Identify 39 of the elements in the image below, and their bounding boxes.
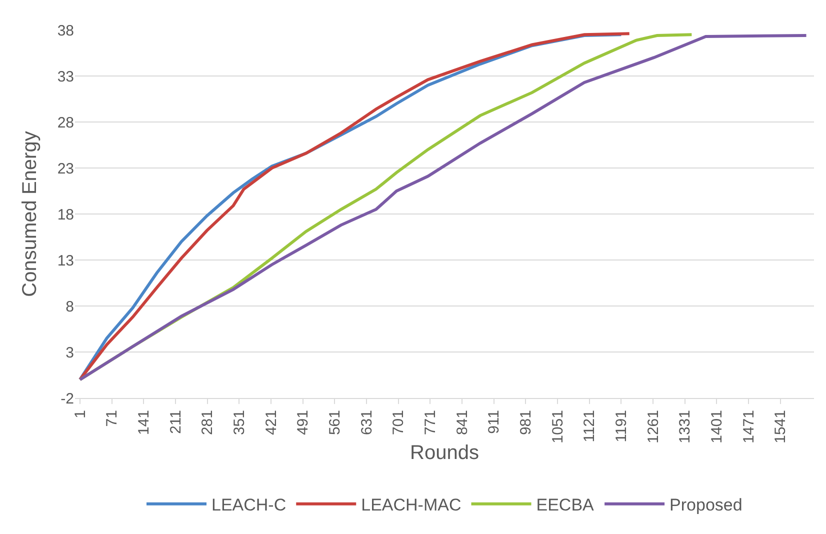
x-tick-label: 491 [294,410,312,436]
y-tick-label: 38 [57,22,74,40]
y-tick-label: -2 [60,390,74,408]
x-tick-label: 1191 [613,410,630,442]
x-tick-label: 1261 [644,410,662,444]
x-tick-label: 1121 [581,410,598,442]
x-tick-label: 211 [167,410,184,434]
y-tick-label: 23 [57,160,74,178]
y-tick-label: 8 [66,298,74,316]
y-tick-label: 3 [66,344,74,362]
legend-label: LEACH-MAC [361,496,462,514]
x-tick-label: 701 [390,410,408,436]
legend-label: Proposed [670,496,742,514]
x-tick-label: 1 [72,410,89,418]
x-tick-label: 1051 [549,410,566,444]
x-tick-label: 281 [199,410,216,436]
line-series [78,34,808,382]
x-tick-label: 141 [136,410,153,436]
legend-label: EECBA [536,496,595,514]
x-axis-title: Rounds [410,442,479,464]
x-tick-label: 981 [518,410,535,436]
x-tick-label: 1331 [676,410,694,444]
x-tick-label: 1401 [708,410,726,444]
x-tick-label: 841 [454,410,471,436]
x-tick-label: 771 [422,410,440,436]
x-tick-label: 631 [358,410,376,436]
y-axis-title: Consumed Energy [18,131,41,297]
x-tick-label: 561 [326,410,344,436]
legend-label: LEACH-C [212,496,286,514]
x-tick-label: 351 [231,410,248,436]
x-tick-label: 71 [104,410,121,427]
x-tick-label: 1471 [740,410,758,444]
y-tick-label: 33 [57,68,74,86]
y-tick-label: 13 [57,252,74,270]
x-tick-label: 1541 [772,410,790,444]
y-tick-label: 18 [57,206,74,224]
y-tick-label: 28 [57,114,74,132]
x-tick-label: 911 [486,410,503,434]
x-tick-label: 421 [262,410,280,436]
